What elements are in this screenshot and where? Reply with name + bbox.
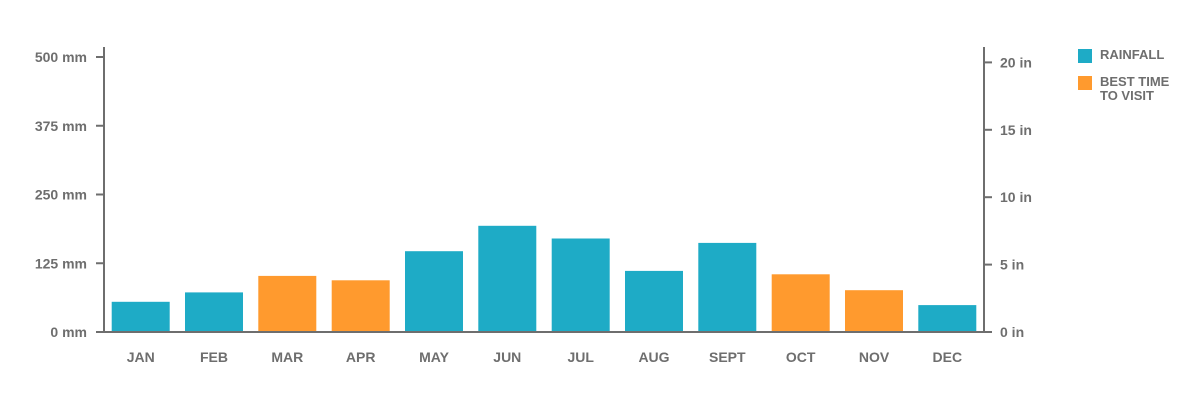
y2-tick-label: 20 in [1000,54,1032,70]
bar-oct [771,274,830,333]
bar-nov [845,290,903,332]
bar-jul [551,238,610,332]
bar-dec [918,305,977,332]
bar-sept [698,242,757,332]
y-tick-label: 500 mm [35,49,87,65]
y-tick-label: 250 mm [35,187,87,203]
axes-group [96,47,992,333]
bars-group [111,225,977,333]
bar-aug [625,270,683,332]
bar-may [405,251,463,332]
bar-feb [185,292,243,332]
x-tick-label-sept: SEPT [709,349,746,365]
y2-tick-label: 0 in [1000,324,1024,340]
x-tick-label-mar: MAR [271,349,303,365]
x-tick-label-apr: APR [346,349,376,365]
y-tick-label: 0 mm [50,324,87,340]
y-tick-label: 125 mm [35,255,87,271]
legend-label-best-time: BEST TIME TO VISIT [1100,74,1170,103]
x-tick-label-jul: JUL [567,349,594,365]
bar-apr [331,280,390,332]
chart-legend: RAINFALL BEST TIME TO VISIT [1078,48,1193,115]
bar-mar [258,275,317,332]
x-tick-label-feb: FEB [200,349,228,365]
x-tick-label-may: MAY [419,349,449,365]
bar-jan [111,301,170,333]
left-ticks-group: 0 mm 125 mm 250 mm 375 mm 500 mm [35,49,104,340]
y-tick-label: 375 mm [35,118,87,134]
y2-tick-label: 5 in [1000,257,1024,273]
y2-tick-label: 10 in [1000,189,1032,205]
y2-tick-label: 15 in [1000,122,1032,138]
x-tick-label-oct: OCT [786,349,816,365]
legend-swatch-best-time [1078,76,1092,90]
x-tick-label-aug: AUG [638,349,669,365]
legend-item-best-time: BEST TIME TO VISIT [1078,75,1193,103]
bar-jun [478,225,537,332]
x-tick-label-jun: JUN [493,349,521,365]
x-labels-group: JAN FEB MAR APR MAY JUN JUL AUG SEPT OCT NOV DEC [127,349,962,365]
legend-swatch-rainfall [1078,49,1092,63]
legend-item-rainfall: RAINFALL [1078,48,1193,63]
right-ticks-group: 0 in 5 in 10 in 15 in 20 in [984,54,1032,340]
x-tick-label-nov: NOV [859,349,890,365]
x-tick-label-jan: JAN [127,349,155,365]
legend-label-rainfall: RAINFALL [1100,47,1165,62]
x-tick-label-dec: DEC [933,349,963,365]
